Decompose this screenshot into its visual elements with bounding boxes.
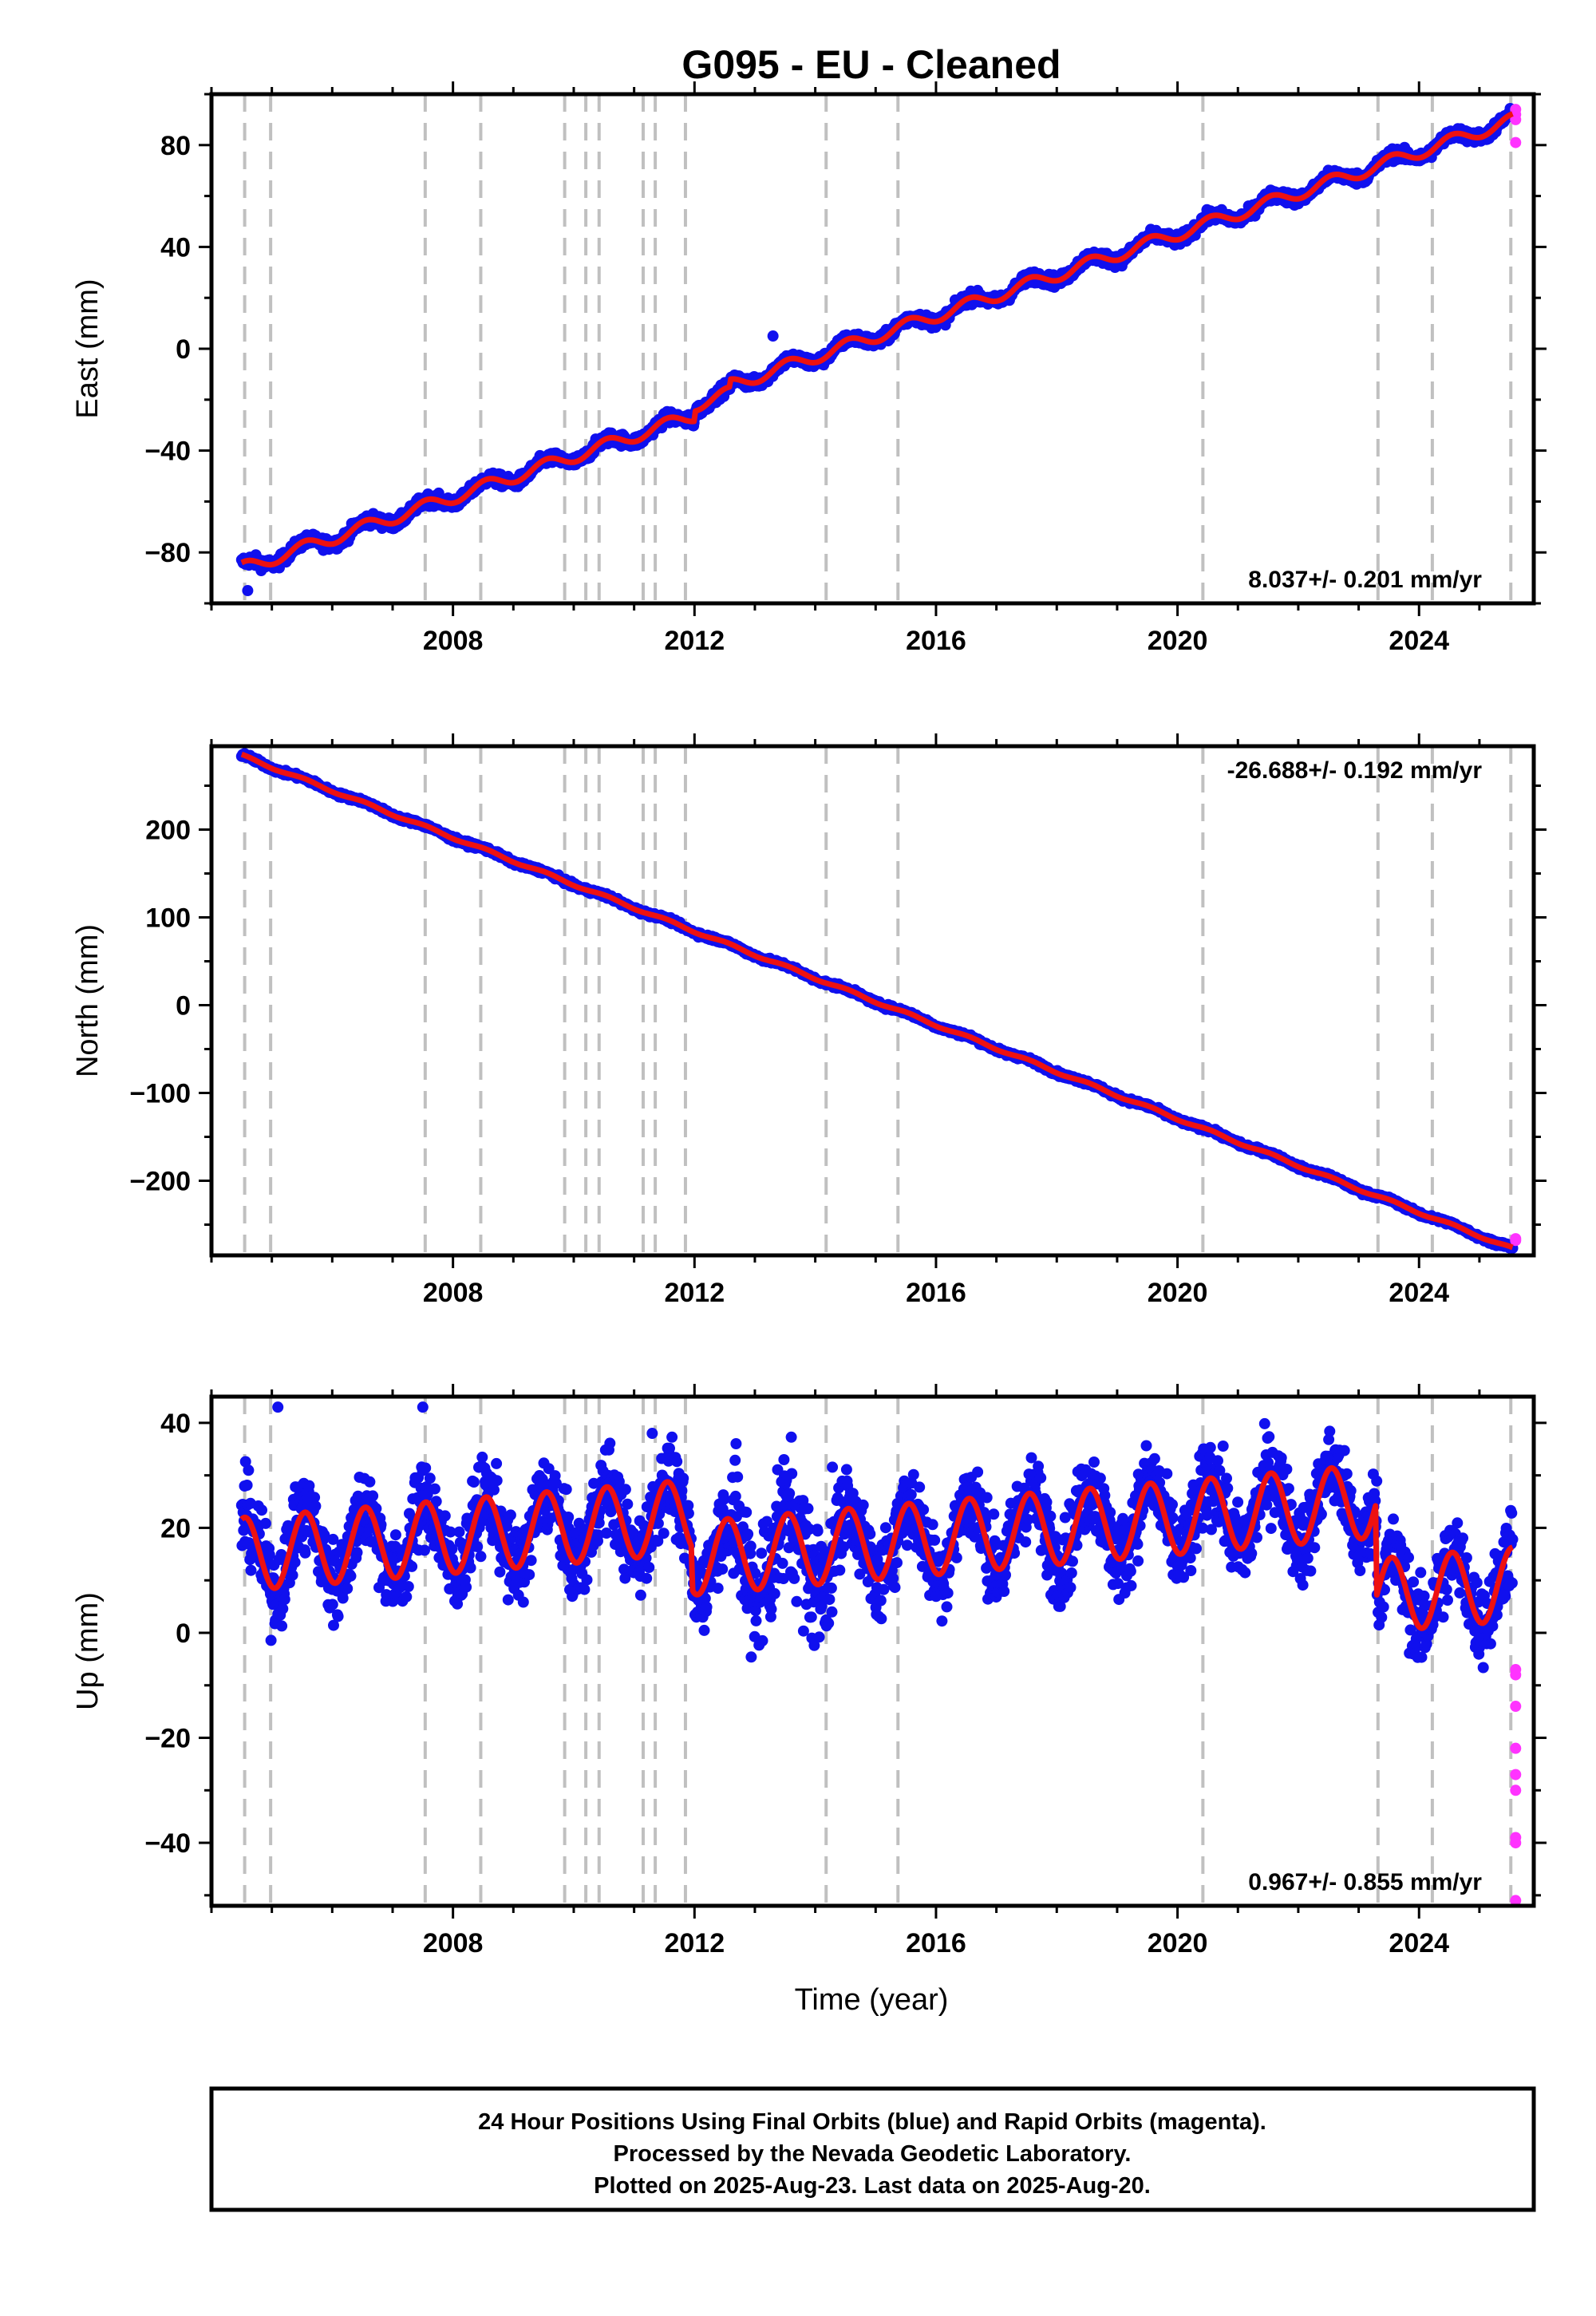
final-orbit-point xyxy=(242,585,254,597)
x-tick-label: 2016 xyxy=(906,626,966,656)
east-panel: 2008 2012 2016 2020 2024 −80 −40 0 40 80 East (mm)… xyxy=(71,81,1547,656)
plot-area xyxy=(235,746,1522,1255)
plot-area xyxy=(235,94,1522,603)
y-tick-label: 80 xyxy=(160,131,191,161)
north-panel: 2008 2012 2016 2020 2024−200−1000100200North… xyxy=(71,733,1547,1308)
y-tick-label: −40 xyxy=(144,437,191,467)
x-tick-label: 2020 xyxy=(1148,626,1208,656)
rate-label: 8.037+/- 0.201 mm/yr xyxy=(1248,567,1482,593)
x-tick-label: 2024 xyxy=(1389,626,1449,656)
rapid-orbit-point xyxy=(1510,136,1522,148)
figure-title: G095 - EU - Cleaned xyxy=(681,42,1061,87)
rapid-orbit-point xyxy=(1510,113,1522,125)
x-tick-label: 2008 xyxy=(423,626,484,656)
y-tick-label: 40 xyxy=(160,232,191,263)
final-orbit-point xyxy=(767,330,779,342)
y-axis-label: East (mm) xyxy=(71,279,105,418)
model-fit-line xyxy=(240,111,1515,568)
x-tick-label: 2012 xyxy=(664,626,725,656)
y-tick-label: −80 xyxy=(144,538,191,568)
y-tick-label: 0 xyxy=(176,334,191,365)
